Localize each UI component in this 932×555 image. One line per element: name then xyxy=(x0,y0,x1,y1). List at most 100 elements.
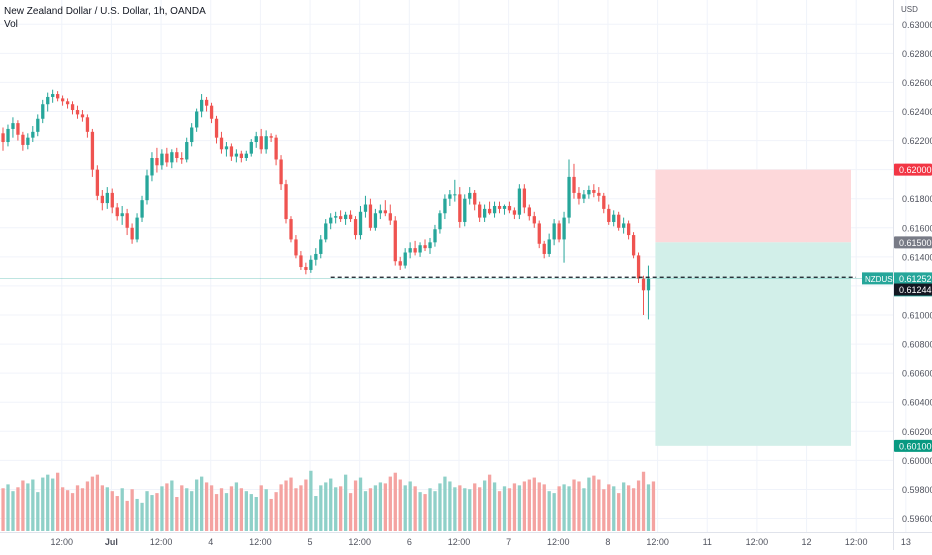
volume-bar xyxy=(478,487,482,531)
volume-bar xyxy=(234,482,239,531)
candle-body xyxy=(110,192,114,208)
volume-bar xyxy=(36,492,40,531)
y-tick-label: 0.61400 xyxy=(902,252,932,262)
volume-bar xyxy=(160,486,164,531)
candle-body xyxy=(234,153,239,157)
candle-body xyxy=(363,204,368,212)
volume-bar xyxy=(453,487,457,531)
volume-bar xyxy=(239,488,244,531)
volume-bar xyxy=(329,478,333,531)
volume-bar xyxy=(502,486,507,531)
candle-body xyxy=(329,217,333,224)
volume-bar xyxy=(125,500,129,531)
candle-body xyxy=(274,137,278,160)
candle-body xyxy=(324,223,328,240)
candle-body xyxy=(95,169,100,196)
volume-bar xyxy=(6,484,10,531)
volume-bar xyxy=(577,481,581,531)
candle-body xyxy=(458,194,462,222)
candle-body xyxy=(428,242,432,249)
candle-body xyxy=(219,137,224,150)
volume-bar xyxy=(16,487,20,531)
y-tick-label: 0.60200 xyxy=(902,427,932,437)
volume-bar xyxy=(95,474,100,531)
candle-body xyxy=(478,204,482,218)
volume-bar xyxy=(70,493,75,531)
candle-body xyxy=(413,248,417,253)
y-tick-label: 0.63000 xyxy=(902,20,932,30)
volume-bar xyxy=(418,492,422,531)
candle-body xyxy=(319,239,323,254)
candle-body xyxy=(453,194,457,196)
candle-body xyxy=(592,189,596,193)
volume-bar xyxy=(319,485,323,531)
volume-bar xyxy=(334,487,338,531)
volume-bar xyxy=(403,485,407,531)
volume-bar xyxy=(487,474,492,531)
candle-body xyxy=(353,219,358,236)
volume-bar xyxy=(279,484,283,531)
volume-bar xyxy=(587,477,591,531)
volume-bar xyxy=(413,486,417,531)
candle-body xyxy=(90,131,95,170)
candle-body xyxy=(582,194,586,199)
volume-bar xyxy=(244,491,248,531)
entry-price-label: 0.61500 xyxy=(899,238,932,248)
candle-body xyxy=(607,208,611,222)
position-zones xyxy=(655,169,851,446)
volume-bar xyxy=(468,489,472,531)
volume-bar xyxy=(602,489,606,531)
candle-body xyxy=(334,216,338,218)
y-tick-label: 0.61800 xyxy=(902,194,932,204)
candle-body xyxy=(448,194,452,199)
candle-body xyxy=(542,243,546,254)
y-tick-label: 0.62400 xyxy=(902,107,932,117)
candle-body xyxy=(70,104,75,111)
volume-bar xyxy=(195,479,199,531)
candle-body xyxy=(339,216,343,220)
volume-bar xyxy=(507,488,512,531)
volume-bar xyxy=(582,488,586,531)
volume-bar xyxy=(646,484,651,531)
candle-body xyxy=(269,136,273,138)
candle-body xyxy=(631,235,636,256)
x-tick-label: 12:00 xyxy=(845,537,868,547)
x-tick-label: 12:00 xyxy=(448,537,471,547)
candle-body xyxy=(522,188,527,208)
volume-bar xyxy=(542,484,546,531)
volume-bar xyxy=(11,491,15,531)
volume-bar xyxy=(80,488,85,531)
candle-body xyxy=(368,204,373,228)
volume-bar xyxy=(383,483,388,531)
volume-bar xyxy=(393,472,397,531)
take-profit-zone xyxy=(655,242,851,446)
candle-body xyxy=(100,195,104,204)
volume-bar xyxy=(324,482,328,531)
chart-title: New Zealand Dollar / U.S. Dollar, 1h, OA… xyxy=(4,6,206,17)
candle-body xyxy=(537,223,541,244)
volume-bar xyxy=(343,474,348,531)
volume-bar xyxy=(105,487,109,531)
volume-bar xyxy=(607,484,611,531)
candle-body xyxy=(60,98,65,102)
x-tick-label: 12:00 xyxy=(150,537,173,547)
volume-bar xyxy=(378,482,383,531)
bid-price-bg xyxy=(894,283,932,296)
candle-body xyxy=(65,101,70,105)
candle-body xyxy=(130,227,134,240)
volume-bar xyxy=(537,482,541,531)
volume-bar xyxy=(65,490,70,531)
bid-price-label: 0.61244 xyxy=(899,285,932,295)
candle-body xyxy=(502,205,507,209)
candle-body xyxy=(388,213,392,221)
candle-body xyxy=(358,211,363,236)
volume-bar xyxy=(170,480,174,531)
volume-bar xyxy=(617,493,621,531)
candle-body xyxy=(622,223,626,228)
candle-body xyxy=(398,261,402,266)
volume-bar xyxy=(56,472,60,531)
candle-body xyxy=(507,205,512,211)
target-price-label: 0.60100 xyxy=(899,441,932,451)
